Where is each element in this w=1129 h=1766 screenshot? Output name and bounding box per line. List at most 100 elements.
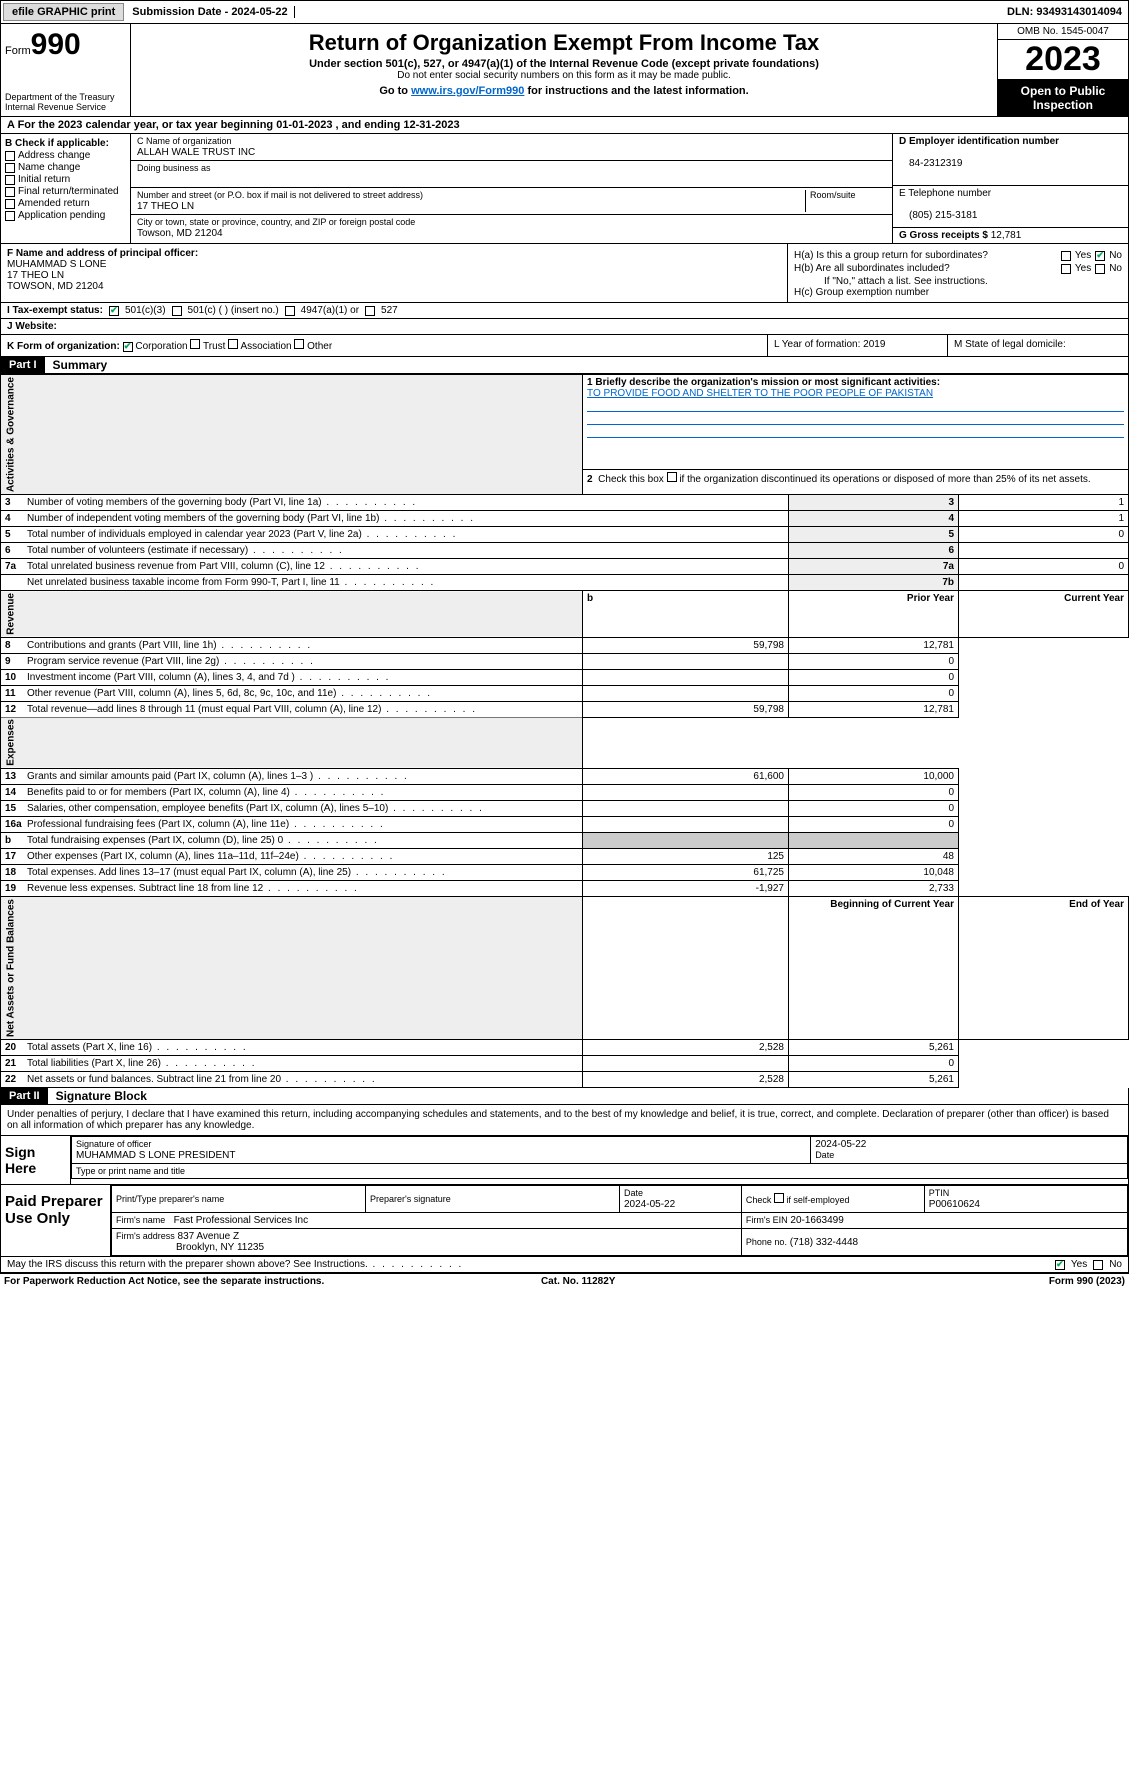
rev-blank: b [583,591,789,638]
gov-row-5: 5Total number of individuals employed in… [1,527,1129,543]
ein-value: 84-2312319 [899,158,962,169]
q2-line: 2 Check this box 2 Check this box if the… [583,469,1129,494]
exp-row-18: 18Total expenses. Add lines 13–17 (must … [1,865,1129,881]
page-footer: For Paperwork Reduction Act Notice, see … [0,1273,1129,1289]
net-tab: Net Assets or Fund Balances [1,897,583,1040]
exp-row-b: bTotal fundraising expenses (Part IX, co… [1,833,1129,849]
room-label: Room/suite [810,190,856,200]
addr-label: Number and street (or P.O. box if mail i… [137,190,423,200]
501c-checkbox[interactable] [172,306,182,316]
paid-preparer-label: Paid Preparer Use Only [1,1185,111,1256]
colb-checkbox-5[interactable] [5,211,15,221]
current-year-hdr: Current Year [1064,593,1124,604]
firm-ein: 20-1663499 [790,1215,843,1226]
ein-label: D Employer identification number [899,136,1059,147]
assoc-checkbox[interactable] [228,339,238,349]
ha-no-checkbox[interactable] [1095,251,1105,261]
subtitle-2: Do not enter social security numbers on … [139,70,989,81]
gov-row-3: 3Number of voting members of the governi… [1,495,1129,511]
org-name-label: C Name of organization [137,136,232,146]
open-inspection: Open to Public Inspection [998,80,1128,116]
state-domicile: M State of legal domicile: [948,335,1128,356]
officer-name: MUHAMMAD S LONE [7,259,106,270]
summary-table: Activities & Governance 1 Briefly descri… [0,374,1129,1088]
exp-row-15: 15Salaries, other compensation, employee… [1,801,1129,817]
4947-checkbox[interactable] [285,306,295,316]
prep-sig-label: Preparer's signature [366,1186,620,1213]
exp-row-14: 14Benefits paid to or for members (Part … [1,785,1129,801]
net-row-22: 22Net assets or fund balances. Subtract … [1,1072,1129,1088]
part2-header: Part II Signature Block [0,1088,1129,1105]
discuss-yes-checkbox[interactable] [1055,1260,1065,1270]
end-year-hdr: End of Year [1069,899,1124,910]
colb-checkbox-3[interactable] [5,187,15,197]
colb-checkbox-4[interactable] [5,199,15,209]
colb-checkbox-0[interactable] [5,151,15,161]
year-formation: L Year of formation: 2019 [768,335,948,356]
prep-date: 2024-05-22 [624,1199,675,1210]
corp-checkbox[interactable] [123,342,133,352]
form-title: Return of Organization Exempt From Incom… [139,30,989,56]
firm-addr1: 837 Avenue Z [178,1231,240,1242]
ptin-value: P00610624 [929,1199,980,1210]
gov-row-7b: Net unrelated business taxable income fr… [1,575,1129,591]
col-b-checkboxes: B Check if applicable: Address changeNam… [1,134,131,243]
paid-preparer-block: Paid Preparer Use Only Print/Type prepar… [0,1185,1129,1257]
exp-row-13: 13Grants and similar amounts paid (Part … [1,769,1129,785]
prep-name-label: Print/Type preparer's name [112,1186,366,1213]
exp-row-19: 19Revenue less expenses. Subtract line 1… [1,881,1129,897]
org-city: Towson, MD 21204 [137,228,223,239]
form-ref: Form 990 (2023) [1049,1276,1125,1287]
row-i-tax-status: I Tax-exempt status: 501(c)(3) 501(c) ( … [0,303,1129,319]
exp-row-17: 17Other expenses (Part IX, column (A), l… [1,849,1129,865]
gov-row-6: 6Total number of volunteers (estimate if… [1,543,1129,559]
goto-line: Go to www.irs.gov/Form990 for instructio… [139,85,989,97]
rev-row-11: 11Other revenue (Part VIII, column (A), … [1,685,1129,701]
col-b-title: B Check if applicable: [5,138,126,149]
org-name: ALLAH WALE TRUST INC [137,147,255,158]
paperwork-notice: For Paperwork Reduction Act Notice, see … [4,1276,324,1287]
begin-year-hdr: Beginning of Current Year [830,899,954,910]
firm-phone: (718) 332-4448 [790,1237,858,1248]
rev-tab: Revenue [1,591,583,638]
hc-line: H(c) Group exemption number [794,287,1122,298]
section-f-h: F Name and address of principal officer:… [0,244,1129,303]
submission-date: Submission Date - 2024-05-22 [126,6,294,18]
officer-addr1: 17 THEO LN [7,270,64,281]
rev-row-8: 8Contributions and grants (Part VIII, li… [1,637,1129,653]
tax-year: 2023 [998,40,1128,80]
form-number: Form990 [5,28,126,62]
part1-header: Part I Summary [0,357,1129,374]
efile-print-button[interactable]: efile GRAPHIC print [3,3,124,21]
form-header: Form990 Department of the Treasury Inter… [0,24,1129,117]
firm-name: Fast Professional Services Inc [174,1215,309,1226]
colb-checkbox-2[interactable] [5,175,15,185]
other-checkbox[interactable] [294,339,304,349]
rev-row-12: 12Total revenue—add lines 8 through 11 (… [1,701,1129,717]
gov-row-4: 4Number of independent voting members of… [1,511,1129,527]
527-checkbox[interactable] [365,306,375,316]
col-c-org: C Name of organizationALLAH WALE TRUST I… [131,134,893,243]
type-name-label: Type or print name and title [72,1164,1128,1179]
501c3-checkbox[interactable] [109,306,119,316]
ha-yes-checkbox[interactable] [1061,251,1071,261]
rev-row-9: 9Program service revenue (Part VIII, lin… [1,653,1129,669]
dba-label: Doing business as [137,163,211,173]
officer-addr2: TOWSON, MD 21204 [7,281,104,292]
efile-topbar: efile GRAPHIC print Submission Date - 20… [0,0,1129,24]
discuss-no-checkbox[interactable] [1093,1260,1103,1270]
colb-checkbox-1[interactable] [5,163,15,173]
q2-checkbox[interactable] [667,472,677,482]
row-a-tax-year: A For the 2023 calendar year, or tax yea… [0,117,1129,134]
rev-row-10: 10Investment income (Part VIII, column (… [1,669,1129,685]
omb-number: OMB No. 1545-0047 [998,24,1128,40]
goto-link[interactable]: www.irs.gov/Form990 [411,85,524,97]
tel-label: E Telephone number [899,188,991,199]
dln: DLN: 93493143014094 [1001,6,1128,18]
self-emp-checkbox[interactable] [774,1193,784,1203]
hb-yes-checkbox[interactable] [1061,264,1071,274]
entity-block: B Check if applicable: Address changeNam… [0,134,1129,244]
hb-no-checkbox[interactable] [1095,264,1105,274]
exp-tab: Expenses [1,717,583,769]
trust-checkbox[interactable] [190,339,200,349]
